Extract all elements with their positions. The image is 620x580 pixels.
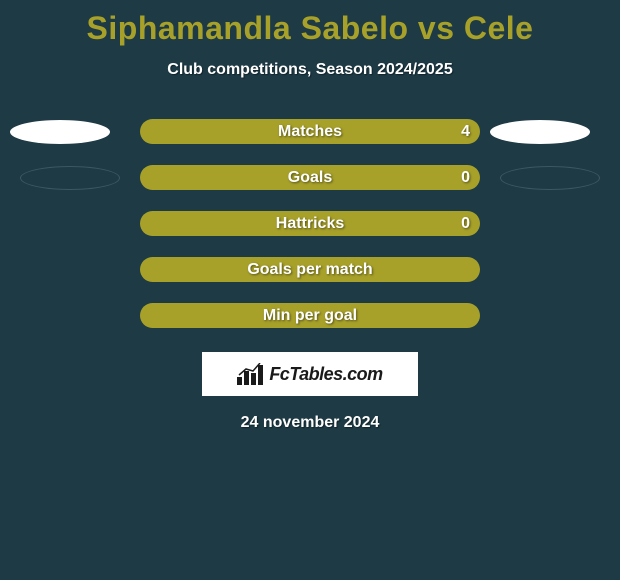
ellipse-left-0	[10, 120, 110, 144]
brand-logo: FcTables.com	[202, 352, 418, 396]
stat-label: Min per goal	[263, 307, 357, 325]
stat-rows: Matches 4 Goals 0 Hattricks 0 Goals per …	[0, 119, 620, 328]
comparison-card: Siphamandla Sabelo vs Cele Club competit…	[0, 0, 620, 580]
bars-icon	[237, 363, 263, 385]
stat-bar: Matches 4	[140, 119, 480, 144]
date-line: 24 november 2024	[0, 414, 620, 432]
stat-row-goals: Goals 0	[0, 165, 620, 190]
ellipse-right-0	[490, 120, 590, 144]
stat-row-hattricks: Hattricks 0	[0, 211, 620, 236]
stat-value: 4	[461, 123, 470, 141]
subtitle: Club competitions, Season 2024/2025	[0, 61, 620, 79]
stat-label: Matches	[278, 123, 342, 141]
ellipse-right-1	[500, 166, 600, 190]
stat-bar: Min per goal	[140, 303, 480, 328]
brand-text: FcTables.com	[269, 364, 382, 385]
stat-bar: Goals 0	[140, 165, 480, 190]
stat-row-goals-per-match: Goals per match	[0, 257, 620, 282]
stat-label: Goals per match	[247, 261, 372, 279]
stat-row-matches: Matches 4	[0, 119, 620, 144]
stat-label: Goals	[288, 169, 332, 187]
stat-value: 0	[461, 215, 470, 233]
stat-bar: Goals per match	[140, 257, 480, 282]
page-title: Siphamandla Sabelo vs Cele	[0, 0, 620, 47]
ellipse-left-1	[20, 166, 120, 190]
stat-bar: Hattricks 0	[140, 211, 480, 236]
stat-row-min-per-goal: Min per goal	[0, 303, 620, 328]
stat-value: 0	[461, 169, 470, 187]
stat-label: Hattricks	[276, 215, 344, 233]
